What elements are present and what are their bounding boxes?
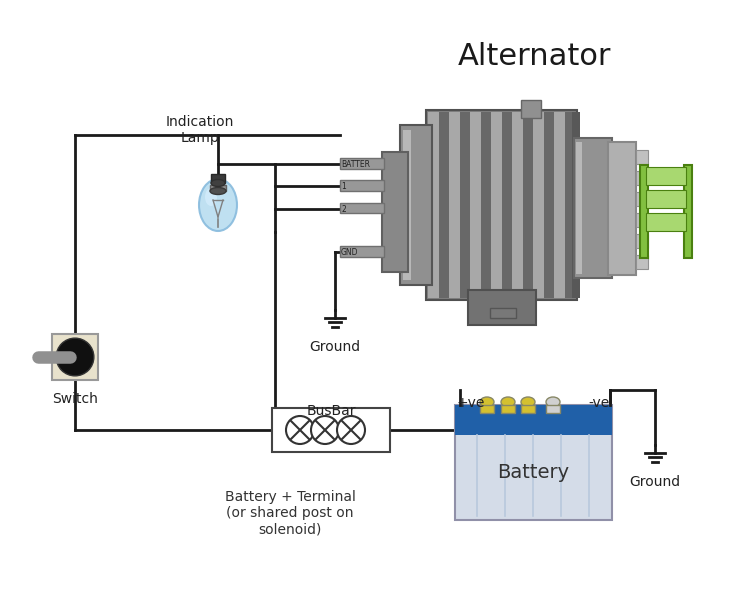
Bar (210, 185, 226, 191)
Bar (400, 125, 432, 285)
Text: BusBar: BusBar (306, 404, 355, 418)
Ellipse shape (205, 188, 217, 206)
Bar (382, 152, 408, 272)
Circle shape (337, 416, 365, 444)
Text: BATTER: BATTER (341, 160, 370, 169)
Bar (455, 405, 612, 520)
Bar (521, 100, 541, 118)
Bar (426, 110, 577, 300)
Bar (684, 165, 692, 258)
Bar (576, 142, 582, 274)
Ellipse shape (546, 397, 560, 407)
Bar (211, 174, 225, 183)
Bar (468, 290, 536, 325)
Bar (646, 167, 686, 185)
Ellipse shape (199, 179, 237, 231)
Ellipse shape (521, 397, 535, 407)
Text: 1: 1 (341, 182, 346, 191)
Text: Ground: Ground (629, 475, 681, 489)
Bar (439, 112, 449, 298)
Bar (340, 246, 384, 257)
Bar (340, 158, 384, 169)
Bar (459, 112, 470, 298)
Text: Battery: Battery (498, 463, 570, 482)
Text: GND: GND (341, 248, 358, 257)
Text: -ve: -ve (589, 396, 610, 410)
Bar (403, 130, 411, 280)
Bar (636, 150, 648, 164)
Bar (470, 112, 481, 298)
Text: +ve: +ve (457, 396, 485, 410)
Bar (428, 112, 439, 298)
Bar (523, 112, 533, 298)
Text: Indication
Lamp: Indication Lamp (166, 115, 234, 145)
Bar (455, 405, 612, 435)
Bar (533, 112, 543, 298)
Text: Alternator: Alternator (459, 42, 612, 71)
Circle shape (286, 416, 314, 444)
Bar (501, 405, 515, 413)
Bar (480, 405, 494, 413)
Text: Battery + Terminal
(or shared post on
solenoid): Battery + Terminal (or shared post on so… (224, 490, 355, 537)
Bar (572, 112, 580, 298)
Bar (565, 112, 575, 298)
Bar (636, 234, 648, 248)
Bar (574, 138, 612, 278)
Bar (646, 213, 686, 231)
Bar (340, 203, 384, 213)
Text: Ground: Ground (309, 340, 361, 354)
Circle shape (311, 416, 339, 444)
Bar (646, 190, 686, 208)
Bar (546, 405, 560, 413)
Ellipse shape (211, 180, 225, 186)
Bar (52, 334, 98, 380)
Bar (512, 112, 523, 298)
Bar (543, 112, 554, 298)
Ellipse shape (501, 397, 515, 407)
Bar (272, 408, 390, 452)
Text: Switch: Switch (52, 392, 98, 406)
Bar (640, 165, 648, 258)
Bar (501, 112, 512, 298)
Text: 2: 2 (341, 204, 346, 213)
Bar (636, 255, 648, 269)
Circle shape (56, 338, 94, 376)
Bar (636, 192, 648, 206)
Bar (636, 213, 648, 227)
Bar (491, 112, 501, 298)
Bar (340, 180, 384, 191)
Bar (490, 308, 516, 318)
Ellipse shape (480, 397, 494, 407)
Bar (449, 112, 459, 298)
Bar (608, 142, 636, 275)
Ellipse shape (210, 188, 226, 195)
Bar (636, 171, 648, 185)
Bar (481, 112, 491, 298)
Bar (521, 405, 535, 413)
Bar (554, 112, 565, 298)
